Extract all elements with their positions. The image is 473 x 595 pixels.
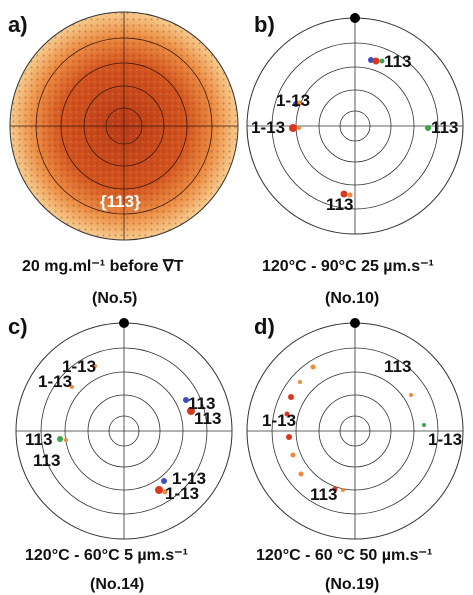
panel-b-spot xyxy=(289,124,297,132)
panel-d-index-label: 113 xyxy=(310,485,337,504)
panel-d-spot xyxy=(284,411,290,417)
panel-d-spot xyxy=(409,393,413,397)
panel-a-sample: (No.5) xyxy=(92,290,137,307)
panel-d-spot xyxy=(298,380,302,384)
panel-d-sample: (No.19) xyxy=(325,576,379,593)
panel-a-plane-label: {113} xyxy=(100,192,141,211)
panel-c-index-label: 113 xyxy=(33,451,60,470)
panel-b: b) 113 1-13 1-13 113 113 xyxy=(246,12,464,307)
panel-d-spot xyxy=(422,423,426,427)
panel-d: d) 113 1-13 1-13 113 xyxy=(246,314,464,593)
panel-d-spot xyxy=(310,364,316,370)
panel-c-pole-figure: 1-13 1-13 113 113 113 113 1-13 1-13 xyxy=(15,318,233,540)
panel-b-index-label: 1-13 xyxy=(276,91,310,110)
panel-d-index-label: 113 xyxy=(384,357,411,376)
panel-c-index-label: 113 xyxy=(25,430,52,449)
panel-c-index-label: 1-13 xyxy=(172,469,206,488)
panel-a-letter: a) xyxy=(8,12,28,37)
panel-c-sample: (No.14) xyxy=(90,576,144,593)
panel-c-spot xyxy=(57,436,63,442)
panel-c-index-label: 113 xyxy=(188,394,215,413)
panel-d-spot xyxy=(341,488,345,492)
panel-b-spot xyxy=(425,125,431,131)
panel-c: c) 1-13 1-13 113 113 113 1 xyxy=(8,314,233,593)
panel-d-index-label: 1-13 xyxy=(262,411,296,430)
panel-b-spot xyxy=(297,100,303,106)
panel-d-spot xyxy=(288,394,294,400)
panel-d-spot xyxy=(290,452,296,458)
panel-d-spot xyxy=(332,486,338,492)
panel-c-index-label: 1-13 xyxy=(165,484,199,503)
panel-b-index-label: 113 xyxy=(431,118,458,137)
panel-d-letter: d) xyxy=(254,314,275,339)
panel-c-index-label: 1-13 xyxy=(38,372,72,391)
panel-c-spot xyxy=(64,438,68,442)
panel-c-spot xyxy=(70,385,74,389)
panel-c-caption: 120°C - 60°C 5 µm.s⁻¹ xyxy=(25,547,188,564)
panel-a: a) {113} 20 mg.ml⁻¹ before ∇T (No.5) xyxy=(8,11,239,307)
panel-b-spot xyxy=(347,192,353,198)
panel-b-index-label: 113 xyxy=(384,52,411,71)
panel-c-index-label: 1-13 xyxy=(62,357,96,376)
panel-b-caption: 120°C - 90°C 25 µm.s⁻¹ xyxy=(262,258,434,275)
panel-b-spot xyxy=(293,101,299,107)
panel-d-caption: 120°C - 60 °C 50 µm.s⁻¹ xyxy=(256,547,432,564)
panel-d-spot xyxy=(298,471,304,477)
panel-b-letter: b) xyxy=(254,12,275,37)
panel-c-spot xyxy=(187,407,195,415)
panel-c-spot xyxy=(93,364,97,368)
panel-b-spot xyxy=(379,58,385,64)
panel-b-sample: (No.10) xyxy=(325,290,379,307)
panel-b-spot xyxy=(297,126,301,130)
panel-c-spot xyxy=(161,478,167,484)
panel-a-pole-figure: {113} xyxy=(9,11,239,241)
panel-c-letter: c) xyxy=(8,314,28,339)
panel-a-caption: 20 mg.ml⁻¹ before ∇T xyxy=(22,258,184,275)
panel-d-index-label: 1-13 xyxy=(428,430,462,449)
panel-b-north-marker xyxy=(350,13,360,23)
panel-c-spot xyxy=(183,397,189,403)
panel-d-spot xyxy=(286,434,292,440)
panel-c-north-marker xyxy=(119,318,129,328)
panel-b-index-label: 1-13 xyxy=(251,118,285,137)
panel-d-north-marker xyxy=(350,318,360,328)
panel-b-spot xyxy=(372,57,380,65)
panel-b-index-label: 113 xyxy=(326,195,353,214)
panel-c-spot xyxy=(155,486,163,494)
panel-c-spot xyxy=(162,489,168,495)
panel-d-pole-figure: 113 1-13 1-13 113 xyxy=(246,318,464,540)
panel-b-spot xyxy=(368,57,374,63)
panel-b-pole-figure: 113 1-13 1-13 113 113 xyxy=(246,13,464,235)
panel-c-index-label: 113 xyxy=(194,409,221,428)
panel-b-spot xyxy=(340,190,348,198)
